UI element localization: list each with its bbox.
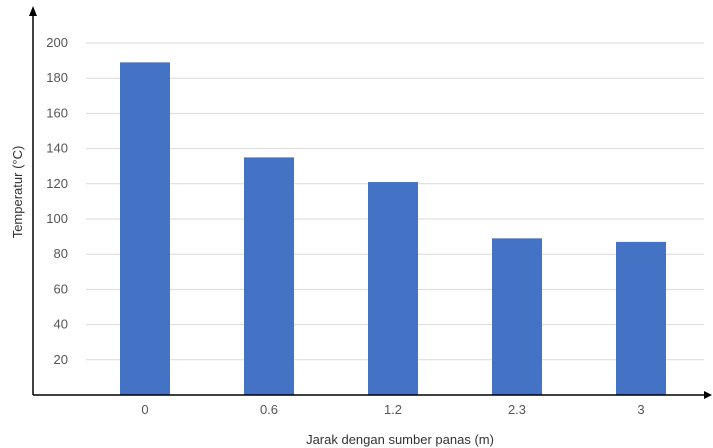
bar <box>492 238 542 395</box>
bars <box>120 62 666 396</box>
x-tick-label: 1.2 <box>384 402 402 417</box>
y-axis-arrow <box>29 6 37 16</box>
bar <box>120 62 170 396</box>
y-tick-label: 140 <box>46 141 68 156</box>
y-tick-label: 20 <box>54 352 68 367</box>
y-tick-labels: 20 40 60 80 100 120 140 160 180 200 <box>46 35 68 367</box>
y-tick-label: 120 <box>46 176 68 191</box>
y-tick-label: 160 <box>46 105 68 120</box>
x-axis-arrow <box>704 391 712 399</box>
y-tick-label: 100 <box>46 211 68 226</box>
x-tick-label: 0.6 <box>260 402 278 417</box>
bar <box>244 157 294 395</box>
bar <box>368 182 418 395</box>
y-tick-label: 80 <box>54 246 68 261</box>
y-tick-label: 60 <box>54 281 68 296</box>
y-tick-label: 40 <box>54 317 68 332</box>
x-tick-labels: 0 0.6 1.2 2.3 3 <box>141 402 644 417</box>
x-tick-label: 3 <box>637 402 644 417</box>
y-axis-title: Temperatur (°C) <box>10 146 25 239</box>
axes <box>29 6 712 399</box>
x-axis-title: Jarak dengan sumber panas (m) <box>306 432 494 447</box>
bar <box>616 241 666 395</box>
x-tick-label: 2.3 <box>508 402 526 417</box>
y-tick-label: 200 <box>46 35 68 50</box>
y-tick-label: 180 <box>46 70 68 85</box>
x-tick-label: 0 <box>141 402 148 417</box>
